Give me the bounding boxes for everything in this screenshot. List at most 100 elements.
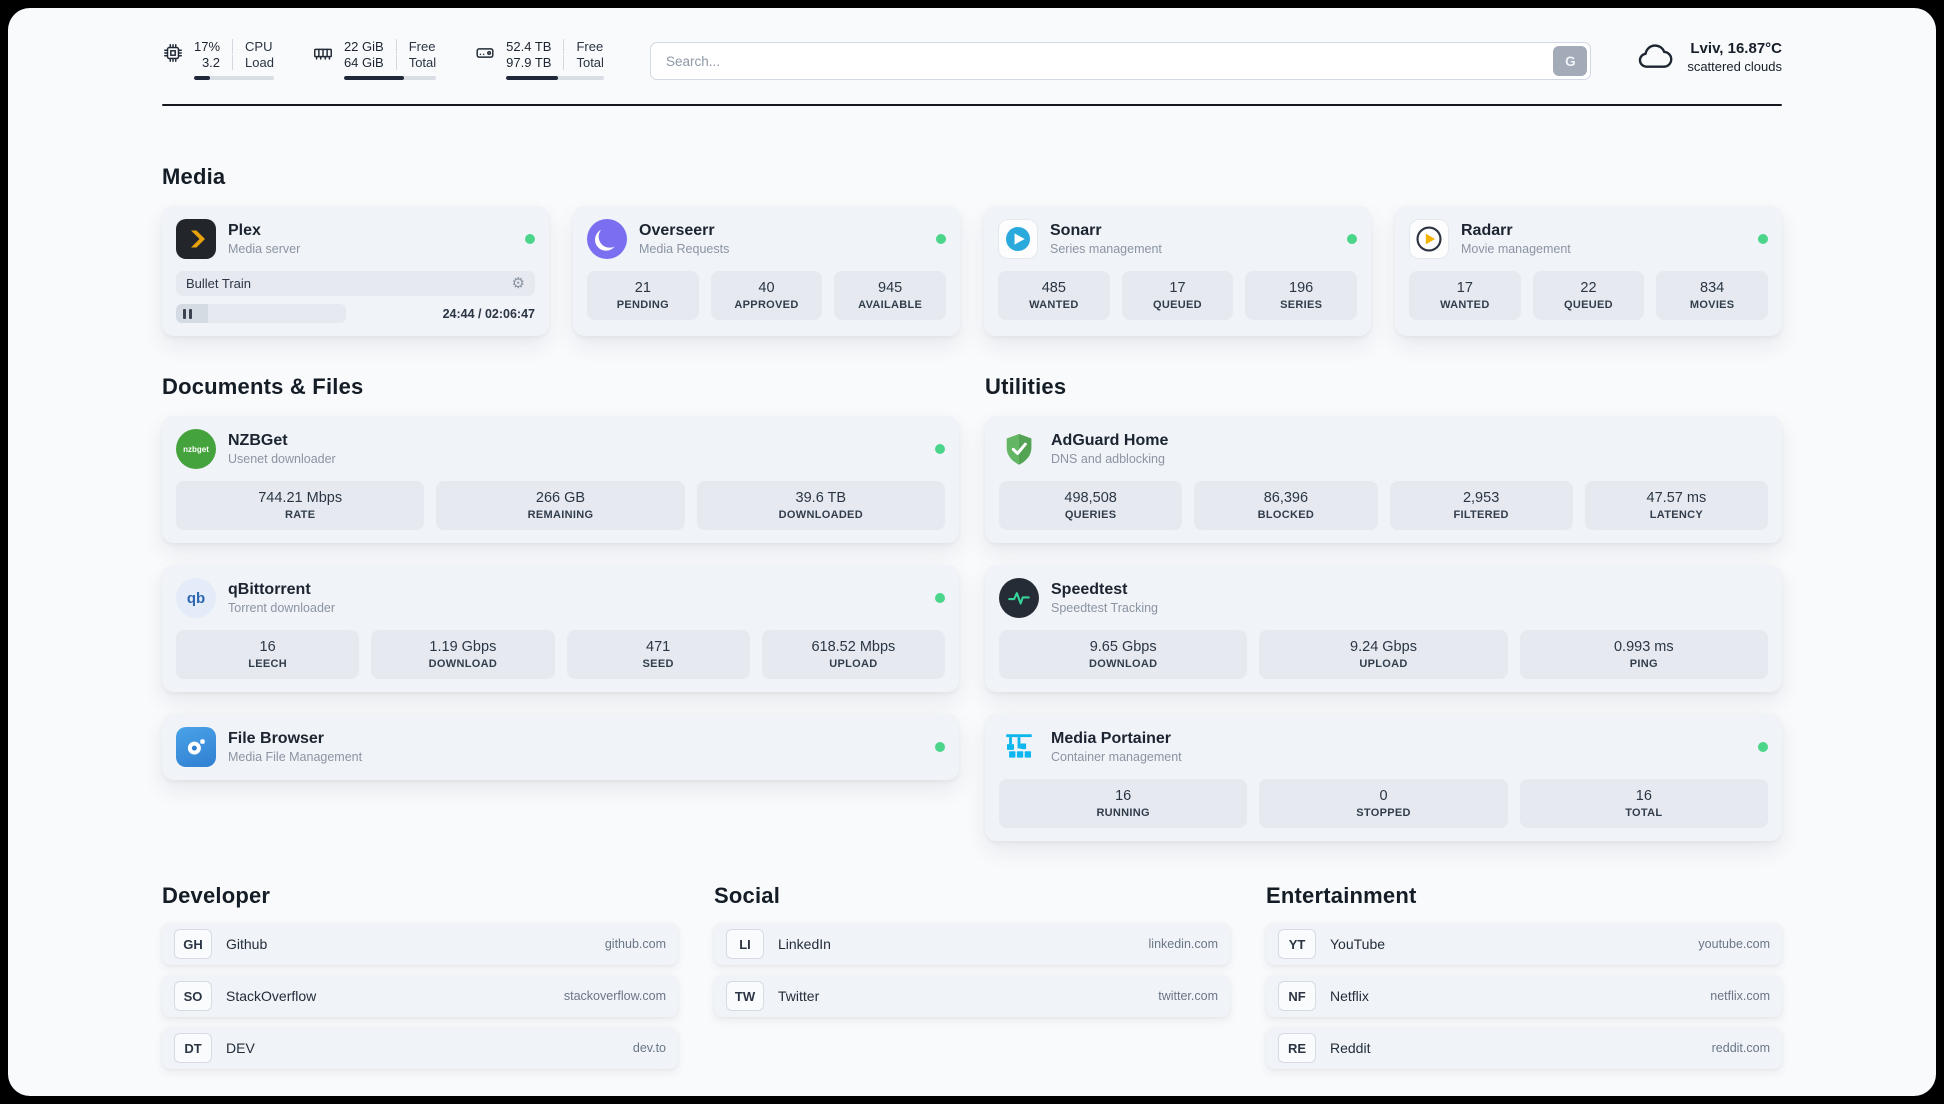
link-abbr: RE — [1278, 1033, 1316, 1063]
link-label: DEV — [226, 1040, 255, 1056]
stat-tile: 196 SERIES — [1245, 271, 1357, 320]
overseerr-card[interactable]: Overseerr Media Requests 21 PENDING 40 A… — [573, 206, 960, 336]
status-dot — [936, 234, 946, 244]
weather-condition: scattered clouds — [1687, 59, 1782, 74]
stat-tile: 0 STOPPED — [1259, 779, 1508, 828]
disk-total-label: Total — [563, 54, 604, 70]
link-twitter[interactable]: TW Twitter twitter.com — [714, 975, 1230, 1017]
stat-tile: 2,953 FILTERED — [1389, 481, 1573, 530]
ram-free-label: Free — [395, 38, 436, 54]
nzbget-icon: nzbget — [176, 429, 216, 469]
dashboard: 17% CPU 3.2 Load — [8, 8, 1936, 1096]
link-label: Github — [226, 936, 268, 952]
stat-tile: 16 RUNNING — [999, 779, 1248, 828]
radarr-icon — [1409, 219, 1449, 259]
status-dot — [935, 593, 945, 603]
filebrowser-card[interactable]: File Browser Media File Management — [162, 714, 959, 780]
sonarr-icon — [998, 219, 1038, 259]
system-stats: 17% CPU 3.2 Load — [162, 38, 604, 80]
app-subtitle: Torrent downloader — [228, 601, 336, 615]
app-subtitle: Speedtest Tracking — [1051, 601, 1159, 615]
link-url: twitter.com — [1158, 989, 1218, 1003]
cpu-widget: 17% CPU 3.2 Load — [162, 38, 274, 80]
sonarr-card[interactable]: Sonarr Series management 485 WANTED 17 Q… — [984, 206, 1371, 336]
link-dev[interactable]: DT DEV dev.to — [162, 1027, 678, 1069]
stat-tile: 0.993 ms PING — [1519, 630, 1768, 679]
qbittorrent-card[interactable]: qb qBittorrent Torrent downloader 16 — [162, 565, 959, 692]
adguard-card[interactable]: AdGuard Home DNS and adblocking 498,508 … — [985, 416, 1782, 543]
link-linkedin[interactable]: LI LinkedIn linkedin.com — [714, 923, 1230, 965]
stat-tile: 47.57 ms LATENCY — [1584, 481, 1768, 530]
cpu-label-2: Load — [232, 54, 274, 70]
link-abbr: YT — [1278, 929, 1316, 959]
app-name: AdGuard Home — [1051, 432, 1169, 449]
link-url: stackoverflow.com — [563, 989, 666, 1003]
status-dot — [525, 234, 535, 244]
stat-tile: 744.21 Mbps RATE — [176, 481, 425, 530]
portainer-card[interactable]: Media Portainer Container management 16 … — [985, 714, 1782, 841]
disk-icon — [474, 42, 496, 64]
app-subtitle: Series management — [1050, 242, 1162, 256]
cloud-icon — [1635, 42, 1675, 72]
link-label: LinkedIn — [778, 936, 831, 952]
section-title-utilities: Utilities — [985, 374, 1067, 399]
link-label: StackOverflow — [226, 988, 317, 1004]
stat-tile: 22 QUEUED — [1532, 271, 1645, 320]
link-abbr: NF — [1278, 981, 1316, 1011]
link-url: reddit.com — [1711, 1041, 1770, 1055]
weather-location: Lviv, 16.87°C — [1690, 40, 1782, 57]
app-name: Radarr — [1461, 222, 1513, 239]
link-abbr: SO — [174, 981, 212, 1011]
link-youtube[interactable]: YT YouTube youtube.com — [1266, 923, 1782, 965]
app-subtitle: Usenet downloader — [228, 452, 336, 466]
status-dot — [1347, 234, 1357, 244]
app-name: Speedtest — [1051, 581, 1128, 598]
speedtest-card[interactable]: Speedtest Speedtest Tracking 9.65 Gbps D… — [985, 565, 1782, 692]
top-bar: 17% CPU 3.2 Load — [162, 8, 1782, 80]
stat-tile: 16 TOTAL — [1519, 779, 1768, 828]
app-name: Sonarr — [1050, 222, 1102, 239]
search-engine-button[interactable]: G — [1553, 46, 1588, 76]
adguard-icon — [999, 429, 1039, 469]
link-abbr: DT — [174, 1033, 212, 1063]
link-github[interactable]: GH Github github.com — [162, 923, 678, 965]
link-stackoverflow[interactable]: SO StackOverflow stackoverflow.com — [162, 975, 678, 1017]
radarr-card[interactable]: Radarr Movie management 17 WANTED 22 QUE… — [1395, 206, 1782, 336]
seek-bar[interactable] — [176, 304, 346, 323]
app-name: File Browser — [228, 730, 325, 747]
disk-widget: 52.4 TB Free 97.9 TB Total — [474, 38, 604, 80]
search-input[interactable] — [649, 42, 1592, 80]
stat-tile: 945 AVAILABLE — [834, 271, 946, 320]
stat-tile: 1.19 Gbps DOWNLOAD — [371, 630, 555, 679]
nzbget-card[interactable]: nzbget NZBGet Usenet downloader 744.21 M… — [162, 416, 959, 543]
link-reddit[interactable]: RE Reddit reddit.com — [1266, 1027, 1782, 1069]
link-abbr: LI — [726, 929, 764, 959]
link-label: Twitter — [778, 988, 820, 1004]
stat-tile: 9.65 Gbps DOWNLOAD — [999, 630, 1248, 679]
plex-icon — [176, 219, 216, 259]
app-subtitle: Container management — [1051, 750, 1182, 764]
disk-free-label: Free — [563, 38, 603, 54]
link-label: YouTube — [1330, 936, 1386, 952]
portainer-icon — [999, 727, 1039, 767]
plex-card[interactable]: Plex Media server Bullet Train ⚙ — [162, 206, 549, 336]
pause-icon[interactable] — [183, 308, 192, 319]
disk-bar — [506, 75, 604, 80]
link-abbr: GH — [174, 929, 212, 959]
cpu-load: 3.2 — [201, 54, 221, 70]
gear-icon[interactable]: ⚙ — [511, 275, 525, 292]
status-dot — [1758, 742, 1768, 752]
status-dot — [935, 742, 945, 752]
now-playing-title: Bullet Train — [186, 276, 252, 291]
ram-free: 22 GiB — [343, 38, 384, 54]
cpu-icon — [162, 42, 184, 64]
app-name: Plex — [228, 222, 261, 239]
link-url: github.com — [604, 937, 666, 951]
app-name: qBittorrent — [228, 581, 311, 598]
section-title-documents: Documents & Files — [162, 374, 364, 399]
header-divider — [162, 104, 1782, 106]
stat-tile: 498,508 QUERIES — [999, 481, 1183, 530]
overseerr-icon — [587, 219, 627, 259]
ram-bar — [343, 75, 437, 80]
link-netflix[interactable]: NF Netflix netflix.com — [1266, 975, 1782, 1017]
